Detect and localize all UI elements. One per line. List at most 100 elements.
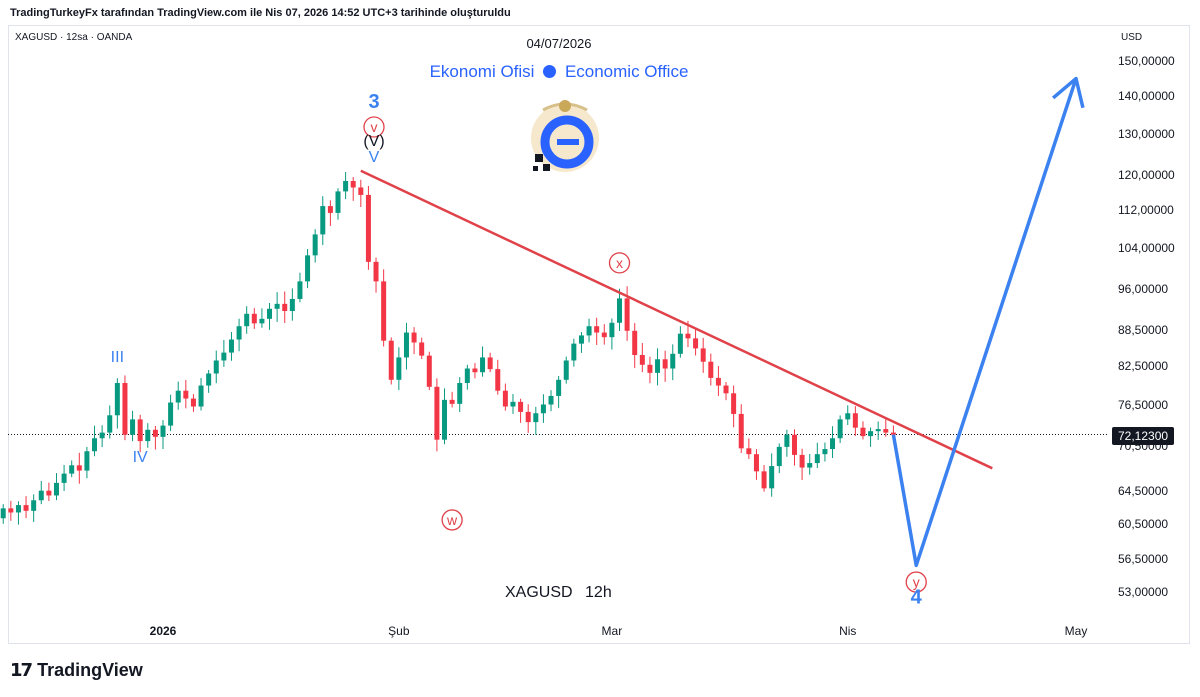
projection-arrowhead xyxy=(1051,76,1085,109)
candle-body xyxy=(69,465,75,474)
candle-body xyxy=(198,385,204,407)
candle-body xyxy=(868,431,874,437)
candle-body xyxy=(837,419,843,439)
wave-label: 4 xyxy=(911,586,923,608)
candle-body xyxy=(540,404,546,414)
candle-body xyxy=(8,508,14,513)
candle-body xyxy=(31,500,37,511)
candle-body xyxy=(53,482,59,496)
price-tick-label: 150,00000 xyxy=(1118,54,1175,69)
brand-dot-icon xyxy=(543,65,557,78)
chart-attribution: TradingTurkeyFx tarafından TradingView.c… xyxy=(10,7,511,19)
price-tick-label: 82,50000 xyxy=(1118,359,1169,373)
candle-body xyxy=(708,361,714,378)
candle-body xyxy=(700,348,706,362)
candle-body xyxy=(388,340,394,380)
candle-body xyxy=(137,419,143,442)
currency-label[interactable]: USD xyxy=(1121,32,1143,43)
price-tick-label: 104,00000 xyxy=(1118,240,1175,255)
candle-body xyxy=(160,425,166,437)
candle-body xyxy=(213,360,219,374)
candle-body xyxy=(183,390,189,399)
candle-body xyxy=(769,466,775,489)
candle-body xyxy=(99,432,105,439)
candle-body xyxy=(365,194,371,262)
candle-body xyxy=(23,505,29,511)
price-tick-label: 140,00000 xyxy=(1118,89,1175,104)
candle-body xyxy=(814,454,820,464)
candle-body xyxy=(518,401,524,412)
projection-path xyxy=(891,77,1078,568)
price-tick-label: 130,00000 xyxy=(1118,127,1175,142)
candle-body xyxy=(251,313,257,324)
candle-body xyxy=(464,368,470,383)
candle-body xyxy=(221,352,227,361)
candle-body xyxy=(852,413,858,428)
candle-body xyxy=(289,298,295,312)
wave-label: (V) xyxy=(363,133,384,150)
candle-body xyxy=(411,332,417,343)
wave-label: V xyxy=(369,149,380,166)
symbol-timeframe-label: XAGUSD 12h xyxy=(505,584,612,601)
candle-body xyxy=(624,298,630,331)
candle-body xyxy=(563,360,569,380)
candle-body xyxy=(442,399,448,440)
candle-body xyxy=(830,438,836,450)
candle-body xyxy=(594,326,600,333)
candle-body xyxy=(601,332,607,338)
candle-body xyxy=(449,399,455,404)
candle-body xyxy=(267,308,273,319)
price-tick-label: 120,00000 xyxy=(1118,168,1175,182)
candle-body xyxy=(457,382,463,404)
brand-right-text: Economic Office xyxy=(564,62,689,81)
time-tick-label: Mar xyxy=(601,624,623,638)
candle-body xyxy=(875,429,881,432)
candle-body xyxy=(502,390,508,407)
candle-body xyxy=(822,449,828,455)
candle-body xyxy=(791,434,797,455)
candle-body xyxy=(343,180,349,192)
brand-left-text: Ekonomi Ofisi xyxy=(429,62,535,81)
candle-body xyxy=(632,330,638,356)
candle-body xyxy=(776,446,782,467)
price-tick-label: 96,00000 xyxy=(1118,281,1169,296)
wave-label-circle xyxy=(905,571,927,593)
candle-body xyxy=(639,355,645,365)
candle-body xyxy=(799,454,805,468)
time-tick-label: 2026 xyxy=(149,624,177,638)
candle-body xyxy=(670,353,676,369)
time-tick-label: Nis xyxy=(839,624,857,638)
candle-body xyxy=(738,413,744,449)
wave-label: x xyxy=(616,255,623,271)
candle-body xyxy=(61,473,67,483)
candle-body xyxy=(282,303,288,312)
candle-body xyxy=(472,368,478,373)
candle-body xyxy=(731,393,737,414)
candle-body xyxy=(761,471,767,489)
candle-body xyxy=(685,333,691,339)
candle-body xyxy=(92,438,98,452)
candle-body xyxy=(480,357,486,373)
tradingview-logo[interactable]: 𝟭𝟳 TradingView xyxy=(10,660,143,681)
candle-body xyxy=(609,322,615,338)
candle-body xyxy=(312,234,318,256)
candle-body xyxy=(578,335,584,344)
candle-body xyxy=(403,332,409,358)
candle-body xyxy=(753,454,759,472)
candle-body xyxy=(487,357,493,370)
price-tick-label: 53,00000 xyxy=(1118,584,1169,599)
symbol-info[interactable]: XAGUSD · 12sa · OANDA xyxy=(15,32,133,43)
candle-body xyxy=(130,419,136,435)
candle-body xyxy=(76,465,82,471)
time-tick-label: Şub xyxy=(388,624,410,638)
candle-body xyxy=(662,359,668,369)
wave-label: 3 xyxy=(368,91,379,113)
candle-body xyxy=(274,303,280,309)
candle-body xyxy=(677,333,683,354)
candle-body xyxy=(525,411,531,423)
candle-body xyxy=(396,357,402,380)
candle-body xyxy=(655,359,661,373)
economic-office-logo xyxy=(531,100,599,172)
brand-title: Ekonomi Ofisi Economic Office xyxy=(0,62,1118,82)
